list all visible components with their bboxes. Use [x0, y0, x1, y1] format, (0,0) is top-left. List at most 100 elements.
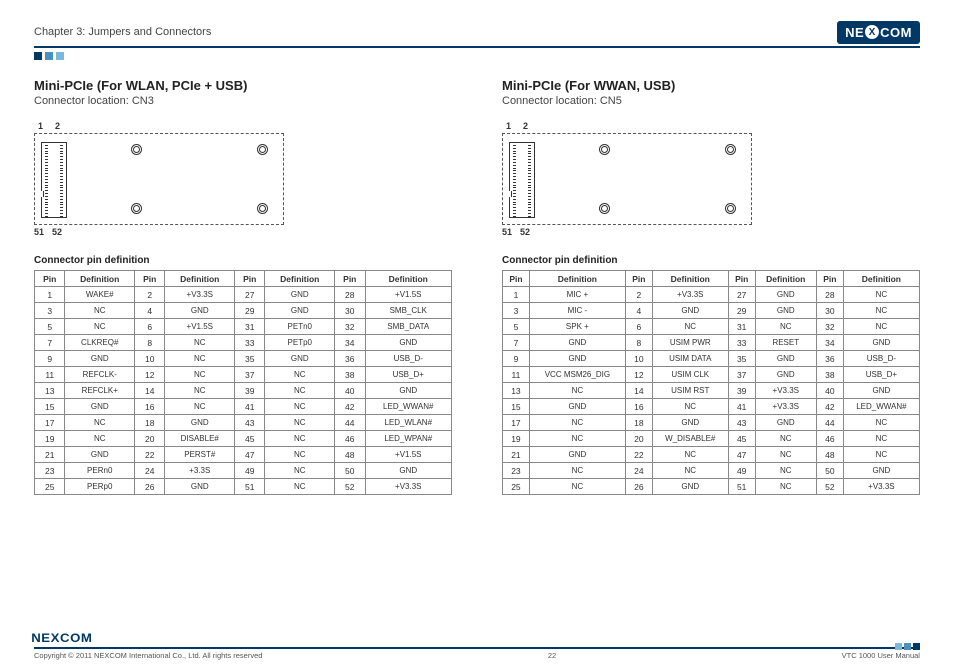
- definition-cell: USB_D+: [365, 367, 452, 383]
- table-header-cell: Definition: [365, 271, 452, 287]
- definition-cell: +V1.5S: [165, 319, 235, 335]
- table-header-cell: Definition: [755, 271, 816, 287]
- definition-cell: REFCLK+: [65, 383, 135, 399]
- pin-column: [528, 145, 531, 217]
- pin-cell: 26: [135, 479, 165, 495]
- pin-cell: 43: [728, 415, 755, 431]
- definition-cell: NC: [65, 303, 135, 319]
- definition-cell: NC: [165, 351, 235, 367]
- table-row: 9GND10NC35GND36USB_D-: [35, 351, 452, 367]
- table-row: 15GND16NC41+V3.3S42LED_WWAN#: [503, 399, 920, 415]
- pin-cell: 16: [625, 399, 652, 415]
- pin-cell: 40: [816, 383, 843, 399]
- table-row: 19NC20W_DISABLE#45NC46NC: [503, 431, 920, 447]
- footer-brand: NEXCOM: [34, 631, 90, 645]
- definition-cell: PETn0: [265, 319, 335, 335]
- pin-cell: 42: [816, 399, 843, 415]
- pin-cell: 33: [235, 335, 265, 351]
- definition-cell: GND: [365, 463, 452, 479]
- pin-cell: 46: [335, 431, 365, 447]
- connector-notch: [41, 191, 44, 197]
- pin-label: 52: [52, 227, 62, 237]
- connector-notch: [509, 191, 512, 197]
- definition-cell: LED_WWAN#: [843, 399, 919, 415]
- pin-cell: 48: [335, 447, 365, 463]
- definition-cell: NC: [652, 319, 728, 335]
- table-header-cell: Definition: [165, 271, 235, 287]
- definition-cell: GND: [165, 415, 235, 431]
- definition-cell: LED_WWAN#: [365, 399, 452, 415]
- pin-label: 1: [38, 121, 43, 131]
- table-header-cell: Pin: [335, 271, 365, 287]
- table-row: 19NC20DISABLE#45NC46LED_WPAN#: [35, 431, 452, 447]
- definition-cell: GND: [652, 479, 728, 495]
- definition-cell: PERn0: [65, 463, 135, 479]
- pin-cell: 49: [235, 463, 265, 479]
- pin-cell: 33: [728, 335, 755, 351]
- pin-cell: 43: [235, 415, 265, 431]
- definition-cell: NC: [265, 399, 335, 415]
- pin-cell: 45: [728, 431, 755, 447]
- definition-cell: NC: [165, 399, 235, 415]
- pin-cell: 5: [503, 319, 530, 335]
- table-header-cell: Definition: [65, 271, 135, 287]
- mounting-hole-icon: [131, 203, 142, 214]
- pin-cell: 22: [625, 447, 652, 463]
- pin-cell: 52: [335, 479, 365, 495]
- definition-cell: USB_D-: [843, 351, 919, 367]
- pin-cell: 13: [35, 383, 65, 399]
- definition-cell: NC: [265, 383, 335, 399]
- pin-cell: 14: [135, 383, 165, 399]
- definition-cell: GND: [365, 383, 452, 399]
- pin-cell: 35: [728, 351, 755, 367]
- pin-cell: 40: [335, 383, 365, 399]
- table-header-row: PinDefinitionPinDefinitionPinDefinitionP…: [35, 271, 452, 287]
- pin-cell: 5: [35, 319, 65, 335]
- definition-cell: REFCLK-: [65, 367, 135, 383]
- table-row: 15GND16NC41NC42LED_WWAN#: [35, 399, 452, 415]
- table-row: 25PERp026GND51NC52+V3.3S: [35, 479, 452, 495]
- pin-cell: 36: [816, 351, 843, 367]
- pin-cell: 36: [335, 351, 365, 367]
- brand-x-icon: X: [865, 25, 879, 39]
- pin-cell: 24: [135, 463, 165, 479]
- table-header-cell: Pin: [503, 271, 530, 287]
- pin-cell: 50: [816, 463, 843, 479]
- pin-cell: 15: [35, 399, 65, 415]
- definition-cell: NC: [265, 463, 335, 479]
- pin-cell: 45: [235, 431, 265, 447]
- definition-cell: USIM RST: [652, 383, 728, 399]
- table-header-cell: Definition: [529, 271, 625, 287]
- definition-cell: USB_D-: [365, 351, 452, 367]
- pin-cell: 6: [135, 319, 165, 335]
- copyright-text: Copyright © 2011 NEXCOM International Co…: [34, 651, 262, 660]
- decorative-squares: [895, 643, 920, 650]
- definition-cell: NC: [529, 463, 625, 479]
- table-row: 23NC24NC49NC50GND: [503, 463, 920, 479]
- definition-cell: NC: [265, 479, 335, 495]
- page-number: 22: [548, 651, 556, 660]
- section-title: Mini-PCIe (For WLAN, PCIe + USB): [34, 78, 452, 93]
- table-row: 3NC4GND29GND30SMB_CLK: [35, 303, 452, 319]
- definition-cell: +V3.3S: [652, 287, 728, 303]
- pin-cell: 44: [335, 415, 365, 431]
- definition-cell: NC: [529, 479, 625, 495]
- definition-cell: GND: [755, 367, 816, 383]
- definition-cell: +V1.5S: [365, 287, 452, 303]
- pin-cell: 26: [625, 479, 652, 495]
- right-column: Mini-PCIe (For WWAN, USB) Connector loca…: [502, 78, 920, 495]
- pin-cell: 32: [335, 319, 365, 335]
- definition-cell: GND: [265, 303, 335, 319]
- definition-cell: LED_WPAN#: [365, 431, 452, 447]
- pin-cell: 9: [35, 351, 65, 367]
- pin-cell: 28: [335, 287, 365, 303]
- pin-cell: 1: [35, 287, 65, 303]
- definition-cell: NC: [843, 415, 919, 431]
- definition-cell: NC: [529, 415, 625, 431]
- table-row: 7GND8USIM PWR33RESET34GND: [503, 335, 920, 351]
- mounting-hole-icon: [257, 144, 268, 155]
- pin-cell: 32: [816, 319, 843, 335]
- pin-cell: 17: [503, 415, 530, 431]
- definition-cell: LED_WLAN#: [365, 415, 452, 431]
- pin-cell: 18: [135, 415, 165, 431]
